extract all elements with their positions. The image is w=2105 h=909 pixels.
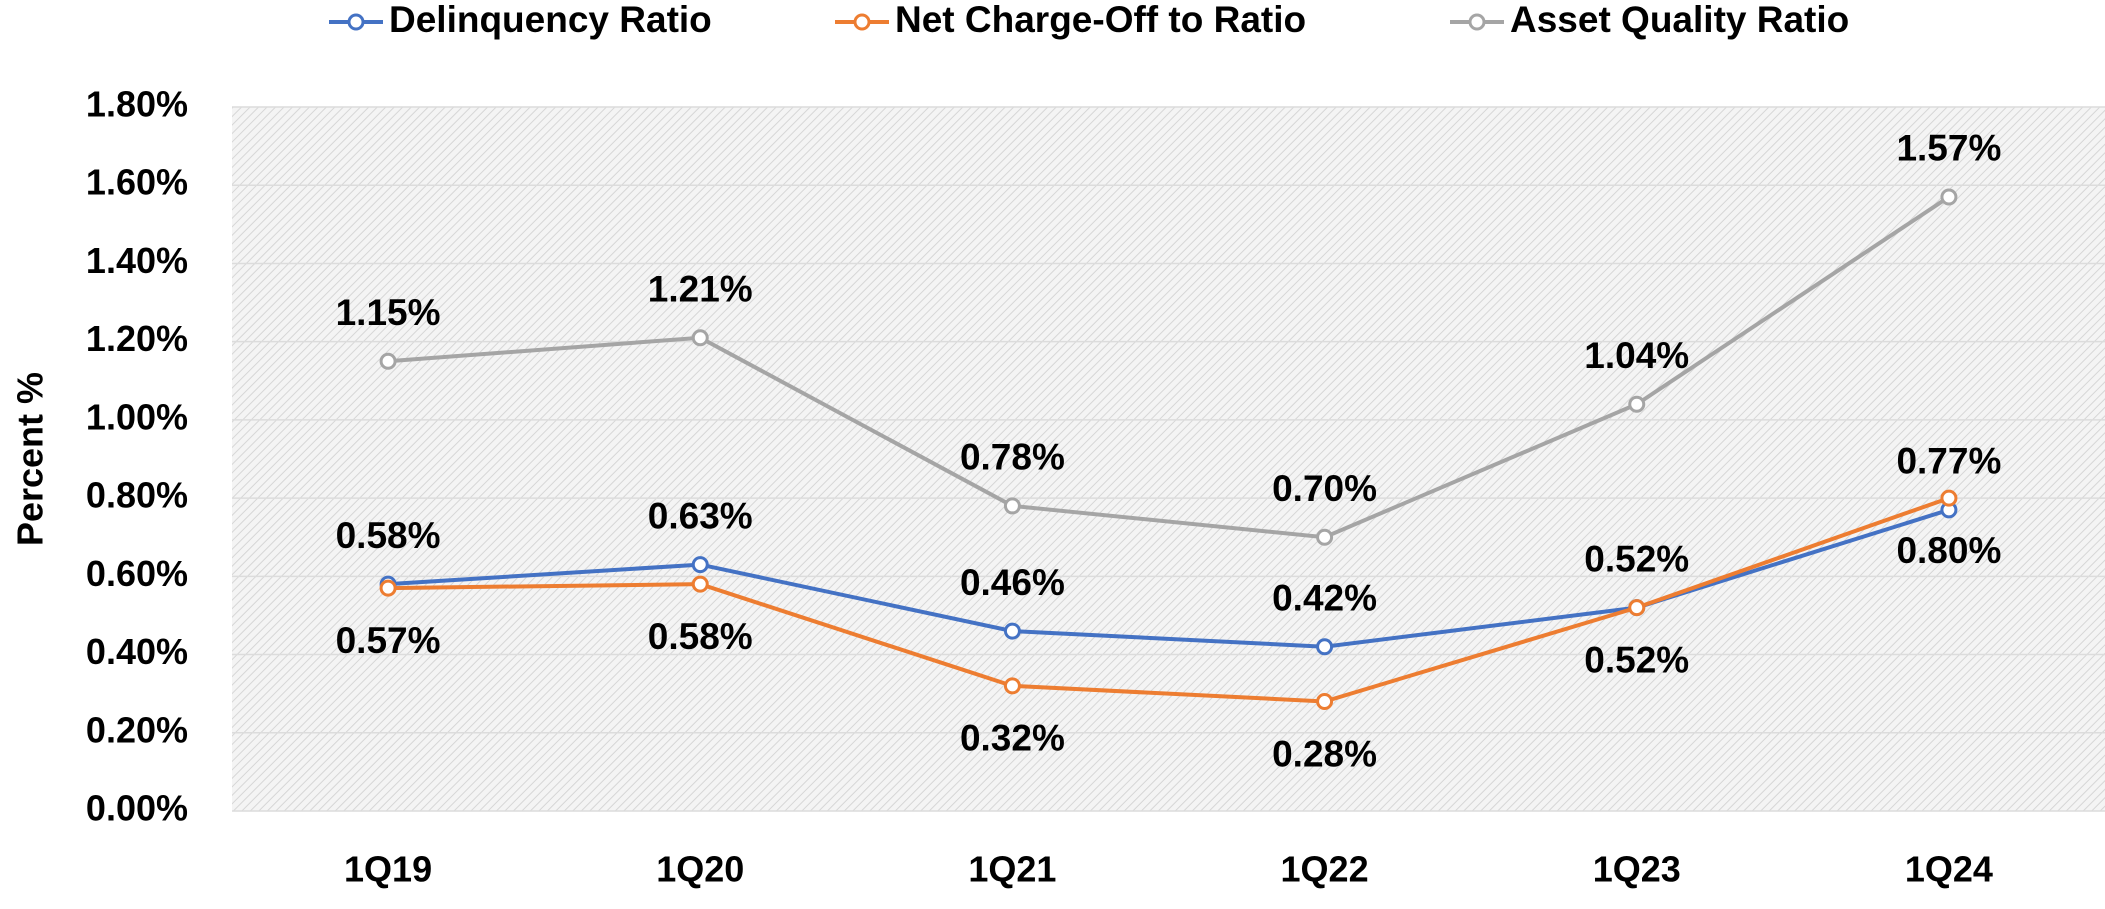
data-point <box>1316 638 1334 656</box>
legend-label: Net Charge-Off to Ratio <box>895 0 1306 40</box>
y-tick-label: 0.20% <box>86 709 188 750</box>
data-label: 0.77% <box>1896 441 2001 482</box>
x-tick-label: 1Q19 <box>344 849 432 890</box>
data-point <box>1628 395 1646 413</box>
data-point <box>691 575 709 593</box>
data-point <box>691 556 709 574</box>
y-axis-label: Percent % <box>10 372 51 546</box>
data-label: 0.80% <box>1896 530 2001 571</box>
data-label: 0.46% <box>960 562 1065 603</box>
data-point <box>1628 599 1646 617</box>
data-label: 1.04% <box>1584 335 1689 376</box>
series-line <box>387 195 1951 540</box>
y-tick-label: 0.60% <box>86 553 188 594</box>
y-tick-label: 1.80% <box>86 84 188 125</box>
series-line <box>388 496 1950 704</box>
legend-label: Asset Quality Ratio <box>1510 0 1849 40</box>
data-label: 0.78% <box>960 437 1065 478</box>
data-point <box>379 352 397 370</box>
x-tick-label: 1Q23 <box>1593 849 1681 890</box>
y-tick-label: 0.80% <box>86 475 188 516</box>
y-tick-label: 1.40% <box>86 240 188 281</box>
data-label: 1.21% <box>648 269 753 310</box>
legend-marker <box>853 13 871 31</box>
data-point <box>1003 622 1021 640</box>
y-tick-label: 1.60% <box>86 162 188 203</box>
data-point <box>1003 677 1021 695</box>
data-label: 0.57% <box>336 620 441 661</box>
data-point <box>379 579 397 597</box>
data-label: 0.52% <box>1584 639 1689 680</box>
data-point <box>1316 692 1334 710</box>
legend-label: Delinquency Ratio <box>389 0 712 40</box>
y-tick-label: 0.00% <box>86 788 188 829</box>
data-point <box>1003 497 1021 515</box>
x-tick-label: 1Q21 <box>968 849 1056 890</box>
legend-marker <box>1468 13 1486 31</box>
data-point <box>1940 188 1958 206</box>
data-label: 0.42% <box>1272 578 1377 619</box>
plot-area <box>232 107 2105 811</box>
data-label: 0.32% <box>960 718 1065 759</box>
data-label: 0.58% <box>336 515 441 556</box>
x-tick-label: 1Q24 <box>1905 849 1993 890</box>
legend-marker <box>347 13 365 31</box>
data-label: 1.15% <box>336 292 441 333</box>
y-tick-label: 1.00% <box>86 396 188 437</box>
data-label: 0.58% <box>648 616 753 657</box>
data-point <box>1940 489 1958 507</box>
data-point <box>691 329 709 347</box>
data-label: 0.63% <box>648 495 753 536</box>
data-label: 0.70% <box>1272 468 1377 509</box>
y-tick-label: 0.40% <box>86 631 188 672</box>
data-label: 0.28% <box>1272 733 1377 774</box>
x-tick-label: 1Q22 <box>1281 849 1369 890</box>
x-tick-label: 1Q20 <box>656 849 744 890</box>
y-tick-label: 1.20% <box>86 318 188 359</box>
data-label: 1.57% <box>1896 128 2001 169</box>
data-label: 0.52% <box>1584 538 1689 579</box>
data-point <box>1316 528 1334 546</box>
